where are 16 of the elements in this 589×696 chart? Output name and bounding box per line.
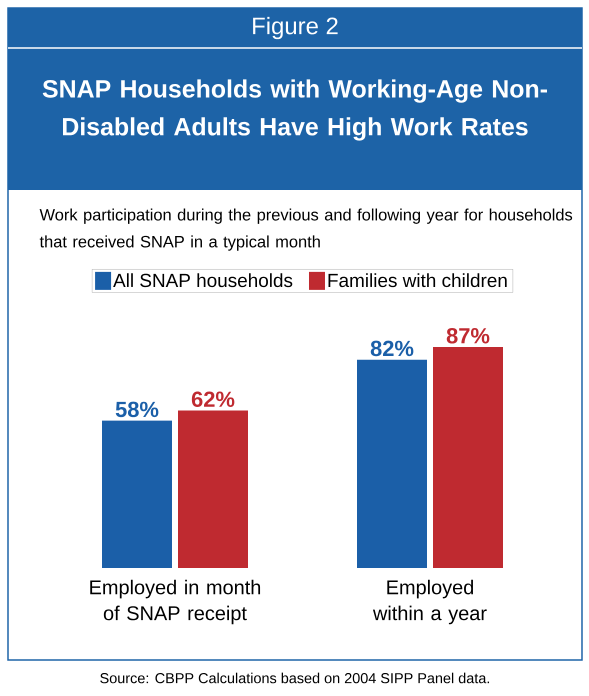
- x-tick-label: Employed within a year: [372, 580, 487, 624]
- source-note: Source: CBPP Calculations based on 2004 SIPP Panel data.: [100, 672, 490, 684]
- chart-title: SNAP Households with Working-Age Non-Disabled Adults Have High Work Rates: [42, 79, 547, 141]
- x-tick-label: Employed in month of SNAP receipt: [90, 580, 260, 624]
- bar: [433, 347, 503, 568]
- chart-subtitle: Work participation during the previous and following year for households that received SNAP in a typical month: [40, 208, 572, 251]
- legend-label: All SNAP households: [113, 273, 292, 288]
- data-label: 87%: [446, 328, 490, 344]
- data-label: 62%: [192, 391, 234, 407]
- bar: [178, 410, 248, 568]
- bar: [357, 360, 427, 568]
- bar: [102, 420, 172, 568]
- data-label: 82%: [370, 340, 414, 356]
- legend-label: Families with children: [328, 273, 507, 288]
- caption: Figure 2: [253, 16, 338, 40]
- data-label: 58%: [116, 402, 158, 418]
